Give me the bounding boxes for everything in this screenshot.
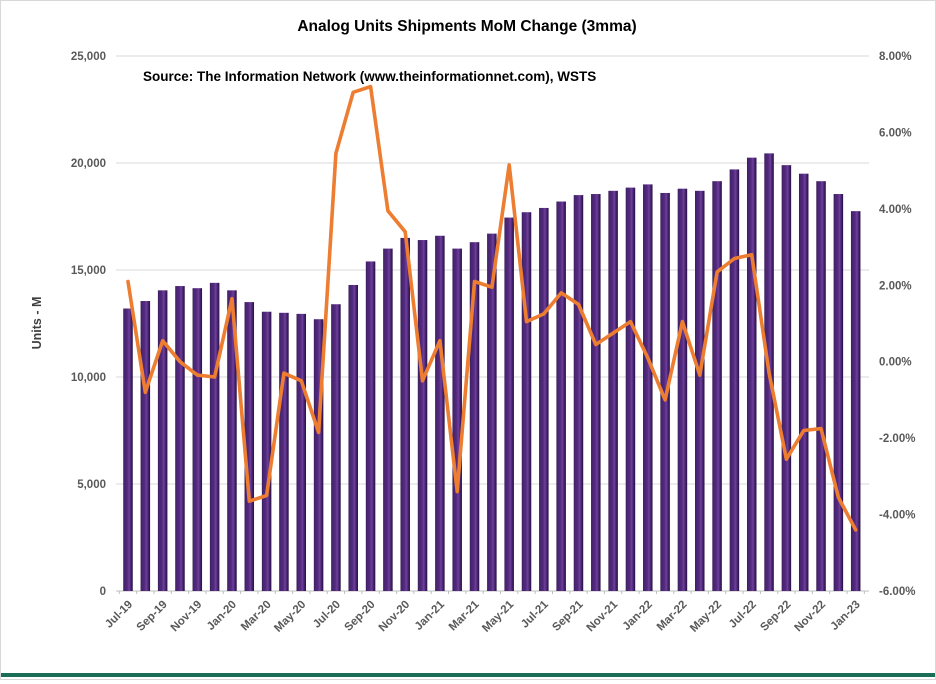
right-axis-tick-label: 8.00% [879,51,912,63]
bar [556,201,566,591]
left-axis-title: Units - M [30,297,44,350]
bar [469,242,480,591]
bar [677,188,688,591]
left-axis-tick-label: 15,000 [71,265,106,277]
bar [643,184,653,591]
bar [175,286,185,591]
bar [591,194,601,591]
bar [504,217,514,591]
bar [608,190,618,591]
bar [712,181,722,591]
bar [261,311,272,591]
bar [816,181,826,591]
left-axis-tick-labels: 25,000 20,000 15,000 10,000 5,000 0 [71,51,106,598]
bar [313,319,324,591]
bar [365,261,376,591]
source-note: Source: The Information Network (www.the… [143,69,596,84]
right-axis-tick-label: 6.00% [879,127,912,139]
bar [400,237,410,591]
bar [348,284,358,591]
left-axis-tick-label: 10,000 [71,372,106,384]
right-axis-tick-label: 2.00% [879,280,912,292]
bar [695,190,705,591]
right-axis-tick-labels: 8.00% 6.00% 4.00% 2.00% 0.00% -2.00% -4.00% -6.… [879,51,915,598]
bar [573,195,584,591]
bar [192,288,203,591]
bar [209,282,220,591]
right-axis-tick-label: 4.00% [879,204,912,216]
left-axis-tick-label: 20,000 [71,158,106,170]
bar [798,173,809,591]
bar [417,240,428,592]
bar [331,304,341,591]
bar [123,308,133,591]
line-series-mom-change [126,84,858,532]
bar [157,290,168,591]
bar-series-analog-units [123,153,861,592]
left-axis-tick-label: 0 [100,586,106,598]
bar [746,157,757,591]
bar [833,194,844,591]
window-edge-strip [1,673,935,677]
bar [296,313,307,591]
bar [383,248,393,591]
right-axis-tick-label: -2.00% [879,433,915,445]
bar [850,211,861,591]
bar [521,212,532,591]
right-axis-tick-label: 0.00% [879,357,912,369]
right-axis-tick-label: -4.00% [879,510,915,522]
bar [539,207,549,591]
bar [244,302,255,591]
bar [452,248,462,591]
chart-title: Analog Units Shipments MoM Change (3mma) [297,18,636,35]
left-axis-tick-label: 5,000 [77,479,106,491]
bar [140,301,151,591]
bar [625,187,636,592]
left-axis-tick-label: 25,000 [71,51,106,63]
bar [227,290,237,591]
right-axis-tick-label: -6.00% [879,586,915,598]
bar [781,165,792,591]
bar [279,312,289,591]
x-axis-tick-marks [118,591,865,594]
bar [487,233,497,591]
bar [435,235,445,591]
bar [729,169,740,592]
